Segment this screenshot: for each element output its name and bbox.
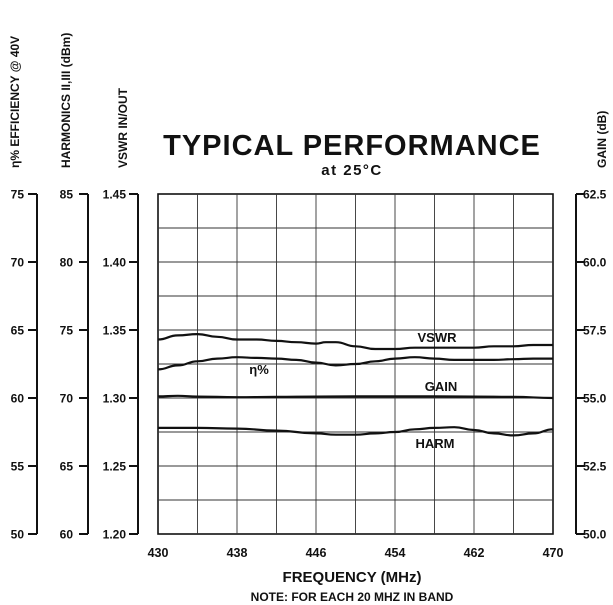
- gain-series-label: GAIN: [425, 379, 458, 394]
- x-axis-title: FREQUENCY (MHz): [283, 569, 422, 586]
- harmonics-tick-label: 80: [60, 256, 74, 270]
- harmonics-tick-label: 70: [60, 392, 74, 406]
- harm-series-label: HARM: [416, 436, 455, 451]
- vswr-tick-label: 1.35: [103, 324, 127, 338]
- gain-tick-label: 60.0: [583, 256, 607, 270]
- harm-series-line: [158, 426, 554, 437]
- harmonics-tick-label: 65: [60, 460, 74, 474]
- vswr-axis-title: VSWR IN/OUT: [116, 87, 130, 168]
- harmonics-axis-title: HARMONICS II,III (dBm): [59, 33, 73, 168]
- efficiency-tick-label: 75: [11, 188, 25, 202]
- efficiency-tick-label: 50: [11, 528, 25, 542]
- efficiency-tick-label: 70: [11, 256, 25, 270]
- gain-tick-label: 55.0: [583, 392, 607, 406]
- chart-title: TYPICAL PERFORMANCE: [163, 130, 541, 162]
- efficiency-tick-label: 55: [11, 460, 25, 474]
- vswr-tick-label: 1.25: [103, 460, 127, 474]
- efficiency-series-line: [157, 356, 553, 371]
- x-tick-label: 446: [306, 546, 327, 560]
- gain-tick-label: 52.5: [583, 460, 607, 474]
- x-tick-label: 454: [385, 546, 406, 560]
- x-tick-label: 438: [227, 546, 248, 560]
- gain-series-line: [157, 394, 554, 400]
- x-tick-label: 462: [464, 546, 485, 560]
- chart-subtitle: at 25°C: [321, 162, 383, 179]
- series-labels: VSWR η% GAIN HARM: [249, 330, 457, 451]
- vswr-tick-label: 1.40: [103, 256, 127, 270]
- harmonics-tick-label: 60: [60, 528, 74, 542]
- harmonics-tick-label: 85: [60, 188, 74, 202]
- gain-axis-title: GAIN (dB): [595, 111, 609, 168]
- vswr-tick-label: 1.45: [103, 188, 127, 202]
- chart-note: NOTE: FOR EACH 20 MHZ IN BAND: [251, 590, 454, 604]
- x-tick-label: 470: [543, 546, 564, 560]
- efficiency-series-label: η%: [249, 362, 269, 377]
- gain-tick-label: 50.0: [583, 528, 607, 542]
- vswr-tick-label: 1.30: [103, 392, 127, 406]
- x-tick-label: 430: [148, 546, 169, 560]
- vswr-series-label: VSWR: [418, 330, 458, 345]
- axis-titles: η% EFFICIENCY @ 40V HARMONICS II,III (dB…: [8, 33, 609, 168]
- vswr-tick-label: 1.20: [103, 528, 127, 542]
- harmonics-tick-label: 75: [60, 324, 74, 338]
- efficiency-tick-label: 60: [11, 392, 25, 406]
- gain-tick-label: 57.5: [583, 324, 607, 338]
- efficiency-tick-label: 65: [11, 324, 25, 338]
- y-axes: 75 70 65 60 55 50 85 80 75 70 65 60 1.45 1.40 1.35 1.30…: [11, 188, 607, 542]
- vswr-series-line: [157, 333, 553, 351]
- gain-tick-label: 62.5: [583, 188, 607, 202]
- efficiency-axis-title: η% EFFICIENCY @ 40V: [8, 36, 22, 168]
- series-lines: [157, 333, 554, 437]
- x-axis-ticks: 430 438 446 454 462 470: [148, 546, 564, 560]
